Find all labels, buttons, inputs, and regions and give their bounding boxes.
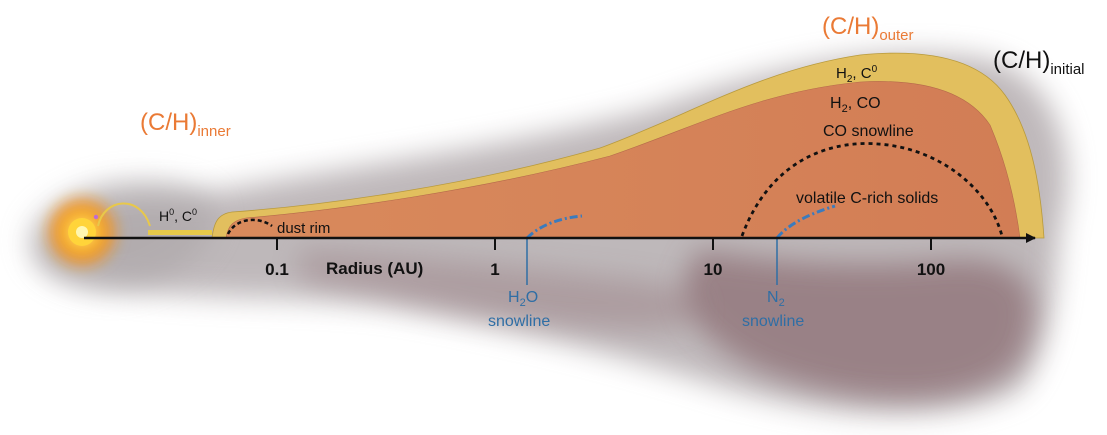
n2-snowline-label-line2: snowline [742, 313, 804, 330]
axis-tick-label: 100 [917, 260, 945, 279]
ch-initial-label: (C/H)initial [993, 47, 1085, 78]
volatile-solids-boundary [740, 142, 1004, 237]
axis-tick-label: 0.1 [265, 260, 289, 279]
axis-tick-label: 10 [704, 260, 723, 279]
axis-tick-label: 1 [490, 260, 499, 279]
ch-outer-label: (C/H)outer [822, 13, 914, 44]
inner-gas-label: H0, C0 [159, 207, 197, 224]
ch-inner-label: (C/H)inner [140, 109, 231, 140]
mid-layer-label: H2, CO [830, 95, 881, 115]
h2o-snowline-label-line2: snowline [488, 313, 550, 330]
axis-ticks: 0.1 1 10 100 [265, 238, 945, 279]
inner-arc [97, 202, 151, 227]
co-snowline-label: CO snowline [823, 123, 914, 140]
h2o-snowline-label: H2O [508, 289, 538, 309]
h2o-snowline-curve [525, 214, 583, 240]
star [42, 192, 122, 272]
axis-title: Radius (AU) [326, 259, 423, 278]
n2-snowline-label: N2 [767, 289, 785, 309]
volatile-solids-label: volatile C-rich solids [796, 190, 938, 207]
n2-snowline-curve [775, 204, 836, 239]
surface-layer-label: H2, C0 [836, 64, 878, 85]
inner-gas-bar [148, 230, 212, 235]
disk-body [225, 81, 1021, 239]
dust-rim-label: dust rim [277, 220, 330, 237]
dust-rim-curve [226, 218, 273, 235]
